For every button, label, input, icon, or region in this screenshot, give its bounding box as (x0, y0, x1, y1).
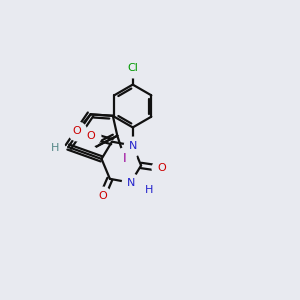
Text: O: O (157, 164, 166, 173)
Text: O: O (87, 131, 95, 141)
Text: N: N (129, 140, 137, 151)
Text: H: H (145, 184, 154, 194)
Text: O: O (98, 191, 107, 201)
Text: Cl: Cl (127, 63, 138, 73)
Text: O: O (73, 126, 82, 136)
Text: H: H (51, 142, 59, 153)
Text: N: N (127, 178, 135, 188)
Text: I: I (123, 152, 127, 165)
